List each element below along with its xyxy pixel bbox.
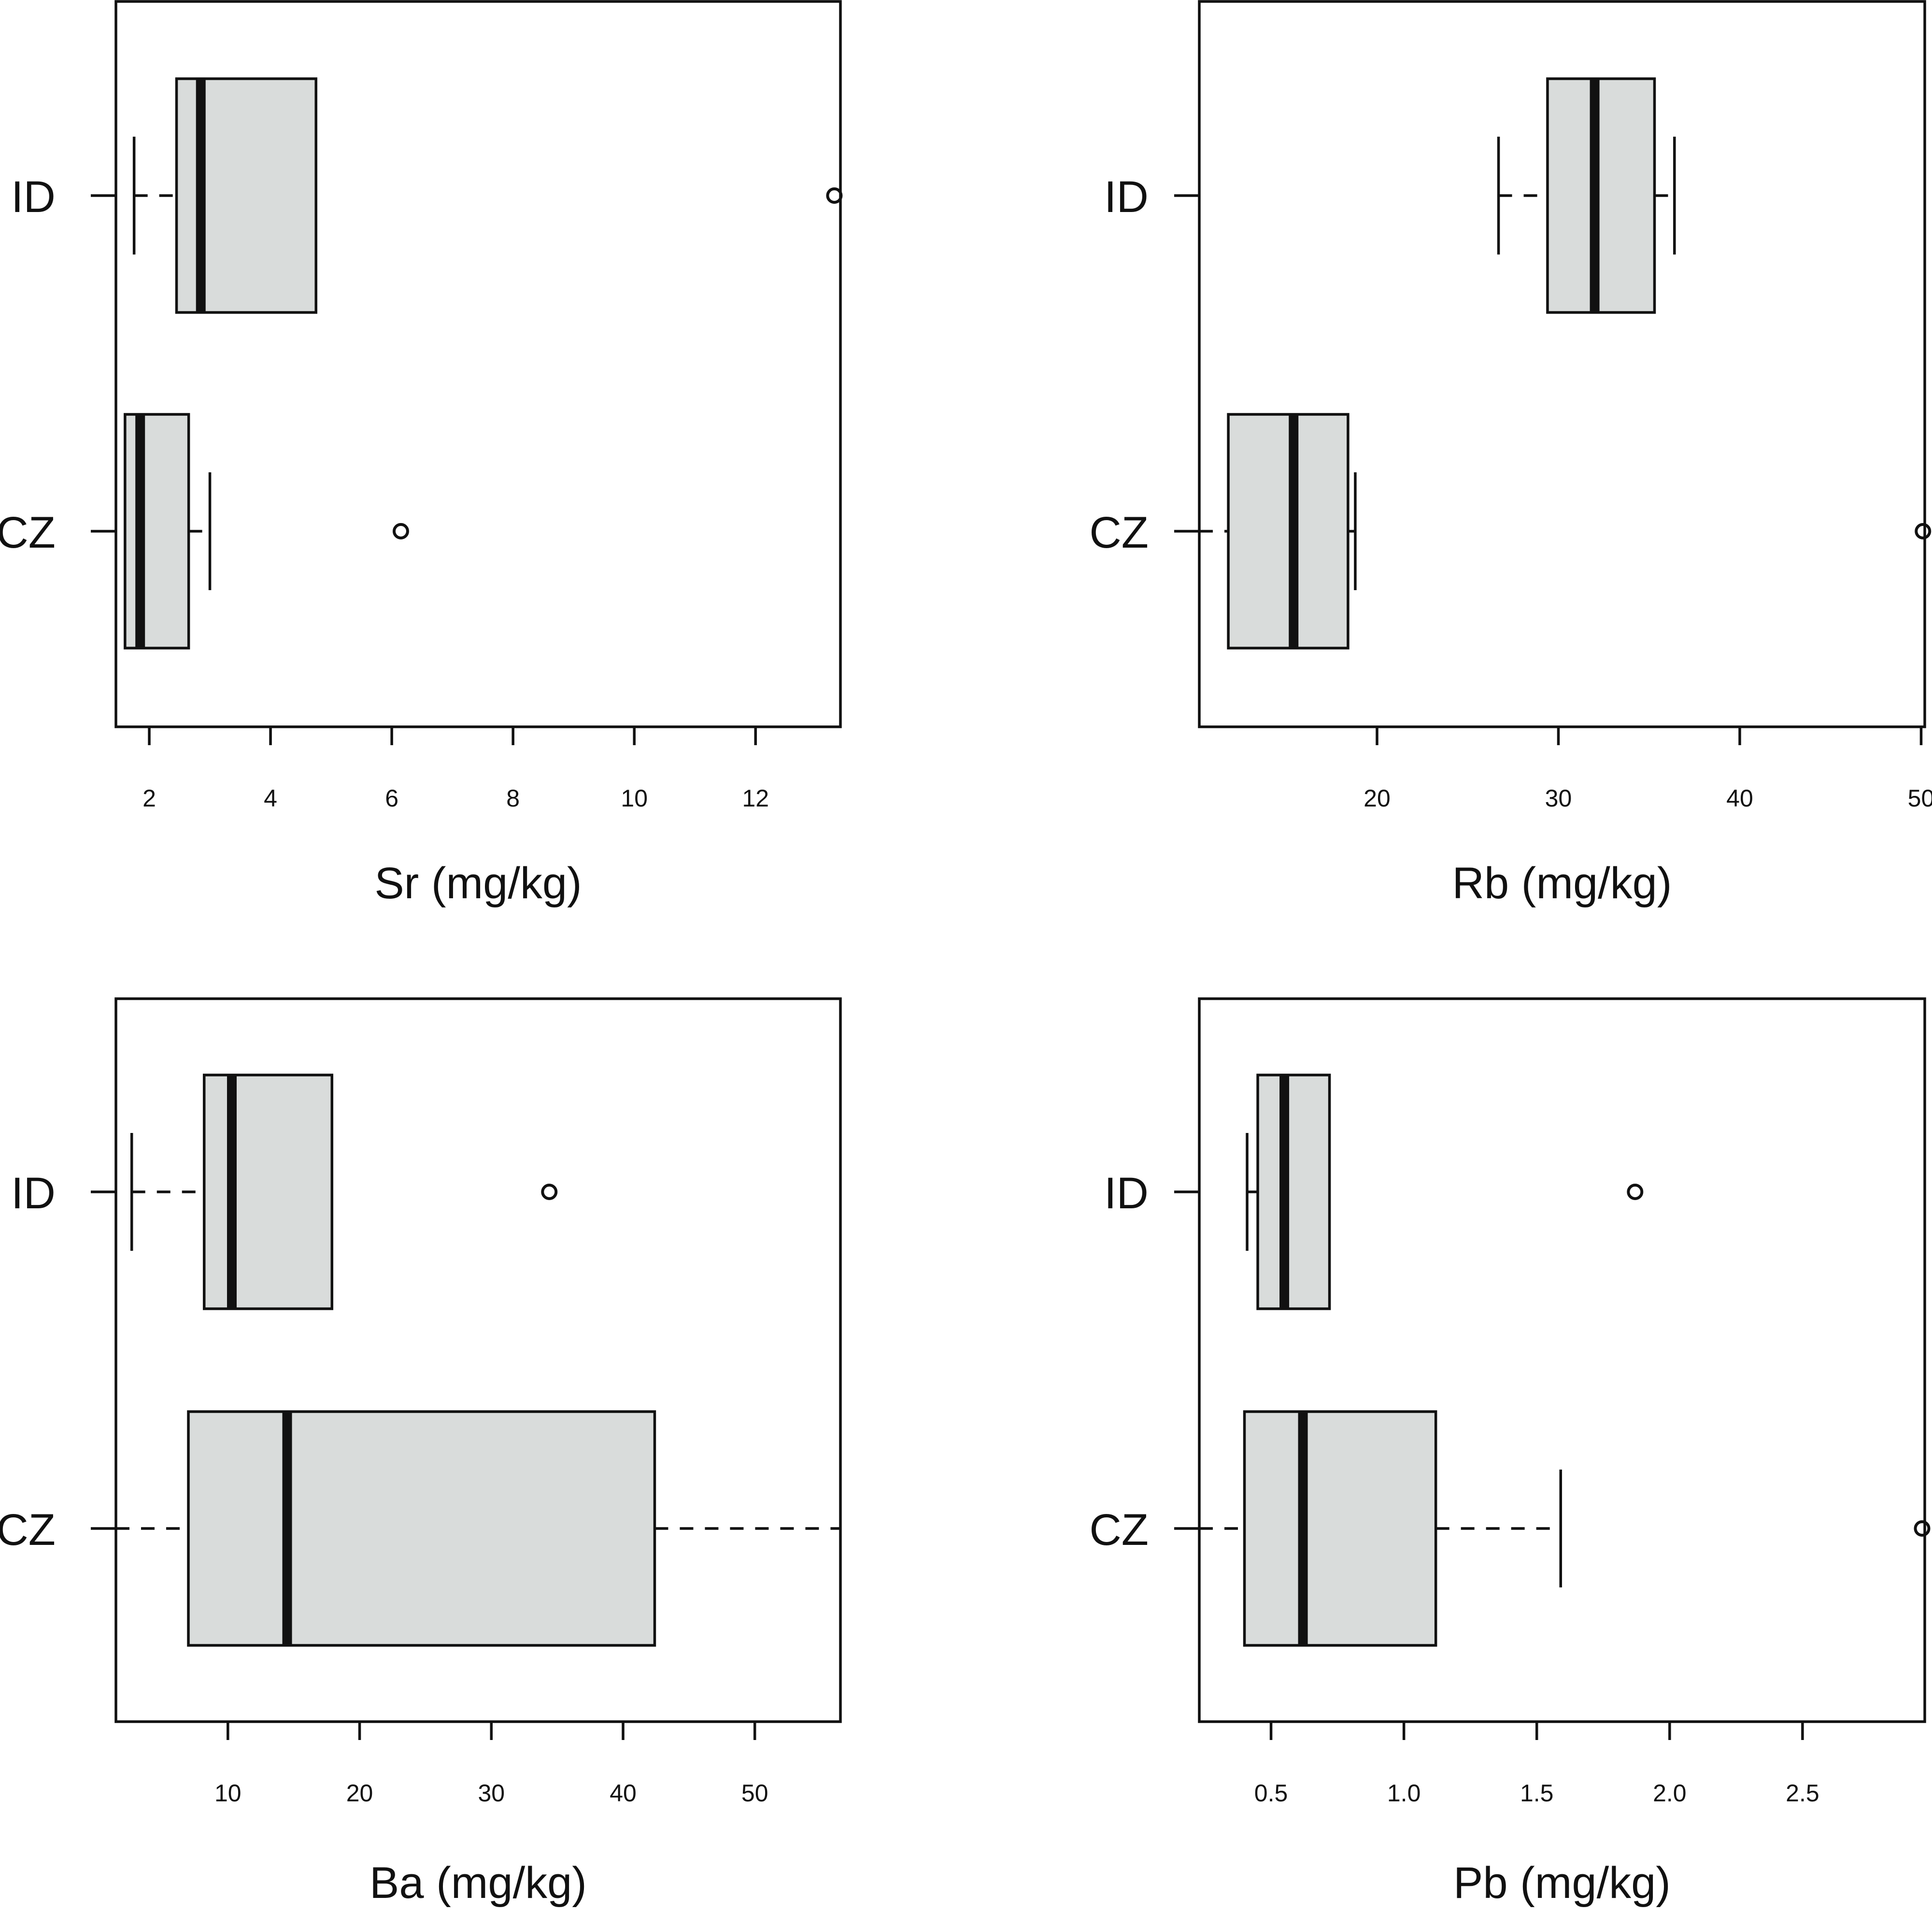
x-tick-label: 10 [214, 1780, 242, 1807]
x-tick-label: 2.0 [1653, 1780, 1687, 1807]
category-label: ID [1104, 1169, 1149, 1218]
iqr-box [202, 1074, 334, 1310]
x-tick-label: 40 [1726, 785, 1753, 812]
x-axis-title: Ba (mg/kg) [369, 1858, 587, 1908]
box-group-cz: CZ [1089, 413, 1932, 650]
x-tick-label: 10 [621, 785, 648, 812]
box-group-id: ID [1104, 1074, 1644, 1310]
iqr-box [1227, 413, 1350, 650]
category-label: CZ [1089, 508, 1149, 557]
x-tick-label: 30 [1545, 785, 1572, 812]
panel-ba: 10 20 30 40 50 Ba (mg/kg) ID CZ [0, 997, 842, 1908]
x-tick-label: 1.5 [1520, 1780, 1554, 1807]
outlier-point [1914, 1520, 1931, 1537]
x-tick-label: 2 [142, 785, 156, 812]
plot-frame [114, 0, 842, 728]
x-tick-label: 12 [742, 785, 769, 812]
box-group-id: ID [11, 1074, 558, 1310]
x-tick-label: 40 [610, 1780, 637, 1807]
category-label: CZ [0, 508, 56, 557]
x-tick-label: 50 [741, 1780, 768, 1807]
panel-rb: 20 30 40 50 Rb (mg/kg) ID CZ [1089, 0, 1932, 908]
plot-frame [114, 997, 842, 1723]
outlier-point [826, 187, 843, 204]
x-axis-title: Pb (mg/kg) [1453, 1858, 1671, 1908]
box-group-cz: CZ [0, 413, 409, 650]
category-label: CZ [1089, 1505, 1149, 1555]
x-axis-title: Rb (mg/kg) [1452, 859, 1672, 908]
x-tick-label: 2.5 [1786, 1780, 1819, 1807]
plot-frame [1198, 997, 1926, 1723]
x-tick-label: 8 [506, 785, 520, 812]
category-label: ID [11, 1169, 56, 1218]
iqr-box [1243, 1410, 1437, 1647]
outlier-point [392, 523, 409, 539]
box-group-cz: CZ [1089, 1410, 1931, 1647]
box-group-id: ID [11, 77, 843, 314]
iqr-box [187, 1410, 656, 1647]
box-group-cz: CZ [0, 1410, 840, 1647]
iqr-box [1546, 77, 1656, 314]
x-tick-label: 6 [385, 785, 398, 812]
category-label: ID [11, 172, 56, 222]
panel-sr: 2 4 6 8 10 12 Sr (mg/kg) ID CZ [0, 0, 843, 908]
x-tick-label: 4 [264, 785, 277, 812]
x-tick-label: 0.5 [1254, 1780, 1288, 1807]
category-label: ID [1104, 172, 1149, 222]
panel-pb: 0.5 1.0 1.5 2.0 2.5 Pb (mg/kg) ID CZ [1089, 997, 1931, 1908]
outlier-point [541, 1184, 558, 1200]
x-tick-label: 50 [1908, 785, 1932, 812]
x-tick-label: 20 [1364, 785, 1391, 812]
x-tick-label: 20 [346, 1780, 373, 1807]
x-tick-label: 30 [478, 1780, 505, 1807]
outlier-point [1627, 1184, 1644, 1200]
iqr-box [1256, 1074, 1331, 1310]
x-tick-label: 1.0 [1387, 1780, 1421, 1807]
outlier-point [1915, 523, 1932, 539]
box-group-id: ID [1104, 77, 1676, 314]
plot-frame [1198, 0, 1926, 728]
category-label: CZ [0, 1505, 56, 1555]
iqr-box [124, 413, 190, 650]
x-axis-title: Sr (mg/kg) [374, 859, 582, 908]
